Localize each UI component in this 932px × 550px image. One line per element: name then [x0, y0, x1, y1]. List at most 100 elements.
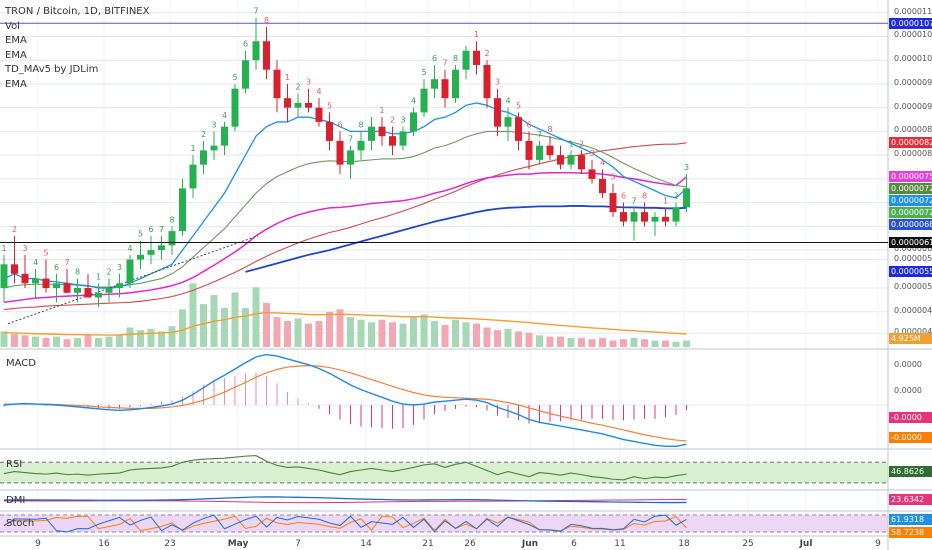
candle-body — [126, 259, 134, 284]
candle-body — [105, 288, 113, 293]
price-axis-label: 0.00000850 — [894, 125, 932, 135]
candle-body — [494, 98, 501, 127]
td-count-label: 1 — [379, 106, 384, 115]
td-count-label: 2 — [201, 130, 206, 139]
td-count-label: 4 — [411, 97, 416, 106]
volume-bar — [137, 330, 144, 347]
stoch-k-line — [3, 514, 687, 533]
time-axis-label: 9 — [875, 539, 881, 549]
td-count-label: 1 — [474, 30, 479, 39]
stoch-pane-label[interactable]: Stoch — [6, 518, 35, 529]
time-axis-label: 25 — [742, 539, 754, 549]
td-count-label: 8 — [547, 125, 552, 134]
td-count-label: 7 — [159, 225, 164, 234]
rsi-line — [3, 455, 687, 481]
volume-bar — [179, 309, 186, 347]
volume-bar — [326, 311, 333, 347]
indicator-tag: 61.9318 — [889, 514, 932, 525]
td-count-label: 6 — [621, 192, 626, 201]
price-tag: 4.925M — [889, 333, 932, 344]
volume-bar — [683, 340, 690, 347]
volume-bar — [410, 317, 417, 347]
volume-bars — [0, 283, 690, 347]
candle-body — [462, 50, 470, 70]
candle-body — [0, 264, 8, 289]
price-axis-label: 0.00000520 — [894, 282, 932, 292]
volume-bar — [368, 322, 375, 347]
candle-body — [294, 102, 302, 108]
volume-bar — [263, 302, 270, 347]
candle-body — [263, 41, 270, 70]
macd-axis-label: 0.0000 — [894, 360, 922, 369]
ema-magenta-line — [3, 171, 687, 304]
legend-item-vol[interactable]: Vol — [5, 20, 20, 32]
price-axis-label: 0.00001000 — [894, 54, 932, 64]
volume-bar — [567, 337, 575, 347]
volume-bar — [630, 337, 638, 347]
indicator-tag: 46.8626 — [889, 466, 932, 477]
legend-title[interactable]: TRON / Bitcoin, 1D, BITFINEX — [5, 6, 150, 17]
time-axis-label: Jul — [799, 539, 813, 549]
macd-axis-label: 0.0000 — [894, 386, 922, 395]
time-axis-label: May — [227, 539, 249, 549]
dmi-pane-label[interactable]: DMI — [6, 495, 26, 506]
td-count-label: 1 — [285, 73, 290, 82]
candle-body — [11, 264, 18, 274]
volume-bar — [294, 318, 302, 347]
td-count-label: 1 — [1, 244, 6, 253]
price-axis-label: 0.00000425 — [894, 327, 932, 337]
candle-body — [641, 212, 648, 222]
candles — [0, 17, 690, 308]
stoch-d-line — [3, 515, 687, 532]
candle-body — [599, 178, 606, 194]
candle-body — [473, 50, 480, 65]
candle-body — [431, 79, 438, 89]
candle-body — [630, 212, 638, 222]
candle-body — [84, 288, 92, 298]
candle-body — [179, 188, 186, 232]
legend-item-ema-1[interactable]: EMA — [5, 35, 27, 46]
macd-line — [3, 353, 687, 447]
rsi-band — [0, 462, 888, 483]
volume-bar — [431, 321, 438, 347]
volume-bar — [672, 341, 680, 347]
candle-body — [452, 69, 459, 99]
td-count-label: 6 — [526, 120, 531, 129]
volume-bar — [242, 308, 249, 347]
volume-bar — [588, 339, 596, 347]
td-count-label: 5 — [43, 249, 48, 258]
legend-item-ema-2[interactable]: EMA — [5, 49, 27, 61]
price-tag: 0.00000728 — [889, 195, 932, 207]
macd-signal-line — [4, 365, 687, 442]
candle-body — [410, 112, 417, 132]
volume-bar — [273, 317, 281, 347]
volume-bar — [63, 339, 71, 347]
volume-bar — [32, 336, 39, 347]
macd-pane-label[interactable]: MACD — [6, 358, 36, 369]
td-count-label: 7 — [64, 258, 69, 267]
candle-body — [588, 169, 596, 179]
legend-item-ema-3[interactable]: EMA — [5, 78, 27, 90]
volume-bar — [641, 339, 648, 347]
candle-body — [147, 250, 155, 255]
price-tag: 0.00001078 — [889, 17, 932, 29]
time-axis-label: Jun — [521, 539, 539, 549]
td-count-label: 4 — [600, 158, 605, 167]
td-count-label: 7 — [442, 59, 447, 68]
candle-body — [651, 216, 659, 222]
td-count-label: 5 — [516, 101, 521, 110]
volume-bar — [105, 336, 113, 347]
candle-body — [305, 102, 312, 108]
legend-item-td-mav5[interactable]: TD_MAv5 by JDLim — [5, 64, 99, 75]
volume-bar — [147, 328, 155, 347]
macd-pane — [0, 353, 888, 447]
candle-body — [315, 107, 323, 122]
volume-bar — [389, 322, 396, 347]
volume-bar — [557, 336, 564, 347]
rsi-pane-label[interactable]: RSI — [6, 459, 23, 470]
price-tag: 0.00000826 — [889, 137, 932, 149]
